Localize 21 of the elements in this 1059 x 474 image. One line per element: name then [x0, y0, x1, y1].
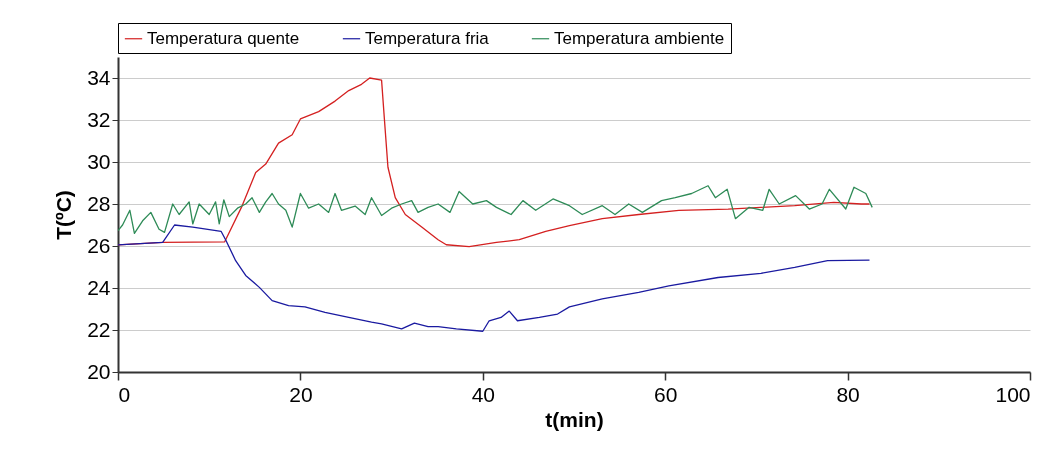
y-tick-label: 30 — [87, 149, 111, 173]
x-tick-label: 60 — [654, 382, 678, 406]
x-axis-title: t(min) — [545, 407, 604, 431]
y-tick-label: 20 — [87, 359, 111, 383]
y-tick-label: 26 — [87, 233, 111, 257]
legend-label: Temperatura ambiente — [554, 28, 725, 48]
line-series — [118, 185, 873, 235]
x-tick-label: 100 — [995, 382, 1031, 406]
x-tick-label: 40 — [471, 382, 495, 406]
x-tick-label: 0 — [118, 382, 131, 406]
y-tick-label: 22 — [87, 317, 111, 341]
y-axis-title: T(ºC) — [52, 190, 76, 240]
legend-label: Temperatura quente — [147, 28, 300, 48]
legend-label: Temperatura fria — [365, 28, 490, 48]
y-tick-label: 28 — [87, 191, 111, 215]
y-tick-label: 32 — [87, 107, 111, 131]
y-tick-label: 24 — [87, 275, 111, 299]
x-tick-label: 20 — [289, 382, 313, 406]
line-series — [118, 224, 871, 332]
x-tick-label: 80 — [836, 382, 860, 406]
y-tick-label: 34 — [87, 65, 111, 89]
